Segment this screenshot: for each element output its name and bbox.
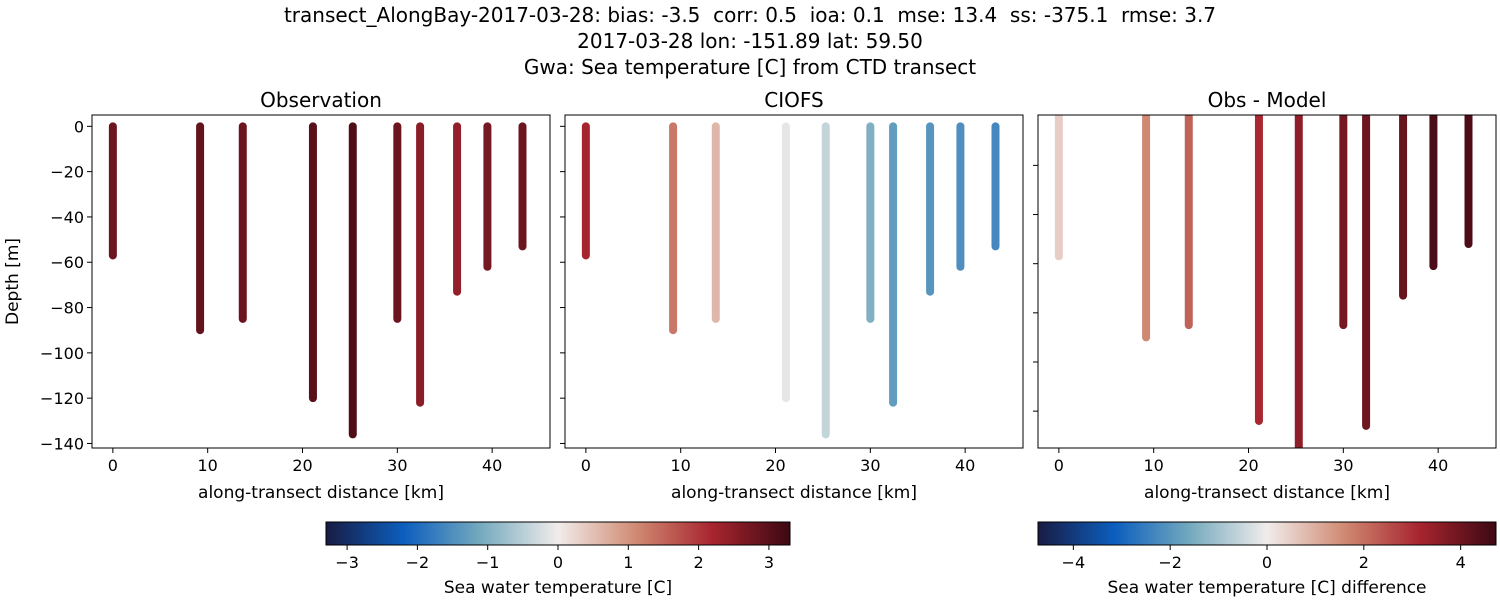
panel-ciofs: CIOFS 0 10 20 30 40 along-transect distance [k… xyxy=(560,88,1024,503)
colorbar-tick-label: 0 xyxy=(1262,553,1272,572)
colorbar-1: −3 −2 −1 0 1 2 3 Sea water temperature [C] xyxy=(325,521,791,598)
y-axis-label: Depth [m] xyxy=(3,238,23,325)
profile-marks xyxy=(1054,115,1473,448)
colorbar-tick-label: 4 xyxy=(1456,553,1466,572)
y-tick-label: −60 xyxy=(50,253,84,272)
panel-obs-model: Obs - Model 0 10 20 30 40 along-transect dista… xyxy=(1033,88,1497,503)
x-tick-label: 40 xyxy=(1428,456,1448,475)
panel-title: CIOFS xyxy=(764,88,823,112)
x-tick-label: 30 xyxy=(1333,456,1353,475)
x-axis-label: along-transect distance [km] xyxy=(1144,483,1390,503)
y-tick-label: −40 xyxy=(50,208,84,227)
colorbar-tick-label: 1 xyxy=(623,553,633,572)
x-tick-label: 20 xyxy=(765,456,785,475)
x-tick-label: 0 xyxy=(1054,456,1064,475)
x-tick-label: 0 xyxy=(108,456,118,475)
colorbar-tick-label: 2 xyxy=(694,553,704,572)
figure-title-line-1: transect_AlongBay-2017-03-28: bias: -3.5… xyxy=(284,3,1216,27)
panel-observation: Observation 0 10 20 30 40 0 −20 −40 −60 −80 −100 −12… xyxy=(3,88,551,503)
colorbar-2: −4 −2 0 2 4 Sea water temperature [C] differe… xyxy=(1037,521,1497,598)
colorbar-tick-label: 3 xyxy=(764,553,774,572)
panel-title: Obs - Model xyxy=(1208,88,1327,112)
y-tick-label: −20 xyxy=(50,163,84,182)
x-axis-label: along-transect distance [km] xyxy=(671,483,917,503)
profile-marks xyxy=(581,122,1000,439)
colorbar-tick-label: 0 xyxy=(553,553,563,572)
colorbar-bar xyxy=(1037,521,1497,546)
colorbar-tick-label: −4 xyxy=(1062,553,1086,572)
axes-frame xyxy=(91,114,551,449)
figure-title-line-2: 2017-03-28 lon: -151.89 lat: 59.50 xyxy=(577,29,923,53)
x-tick-label: 40 xyxy=(482,456,502,475)
x-tick-label: 20 xyxy=(292,456,312,475)
colorbar-tick-label: 2 xyxy=(1359,553,1369,572)
x-tick-label: 10 xyxy=(198,456,218,475)
x-axis-label: along-transect distance [km] xyxy=(198,483,444,503)
x-tick-label: 10 xyxy=(671,456,691,475)
axes-frame xyxy=(1037,114,1497,449)
x-tick-label: 10 xyxy=(1144,456,1164,475)
x-tick-label: 30 xyxy=(860,456,880,475)
colorbar-tick-label: −3 xyxy=(335,553,359,572)
y-tick-label: 0 xyxy=(74,117,84,136)
profile-marks xyxy=(108,122,527,439)
y-tick-label: −140 xyxy=(40,434,84,453)
figure-title-line-3: Gwa: Sea temperature [C] from CTD transe… xyxy=(524,55,976,79)
axes-frame xyxy=(564,114,1024,449)
y-tick-label: −100 xyxy=(40,344,84,363)
colorbar-label: Sea water temperature [C] difference xyxy=(1107,578,1426,598)
x-tick-label: 20 xyxy=(1238,456,1258,475)
colorbar-bar xyxy=(325,521,791,546)
y-tick-label: −120 xyxy=(40,389,84,408)
x-tick-label: 0 xyxy=(581,456,591,475)
colorbar-label: Sea water temperature [C] xyxy=(444,578,672,598)
x-tick-label: 30 xyxy=(387,456,407,475)
panels: Observation 0 10 20 30 40 0 −20 −40 −60 −80 −100 −12… xyxy=(3,88,1497,503)
y-tick-label: −80 xyxy=(50,299,84,318)
colorbar-tick-label: −1 xyxy=(476,553,500,572)
panel-title: Observation xyxy=(260,88,382,112)
colorbar-tick-label: −2 xyxy=(406,553,430,572)
colorbar-tick-label: −2 xyxy=(1158,553,1182,572)
colorbars: −3 −2 −1 0 1 2 3 Sea water temperature [C] −4 −2 0… xyxy=(325,521,1497,598)
x-tick-label: 40 xyxy=(955,456,975,475)
